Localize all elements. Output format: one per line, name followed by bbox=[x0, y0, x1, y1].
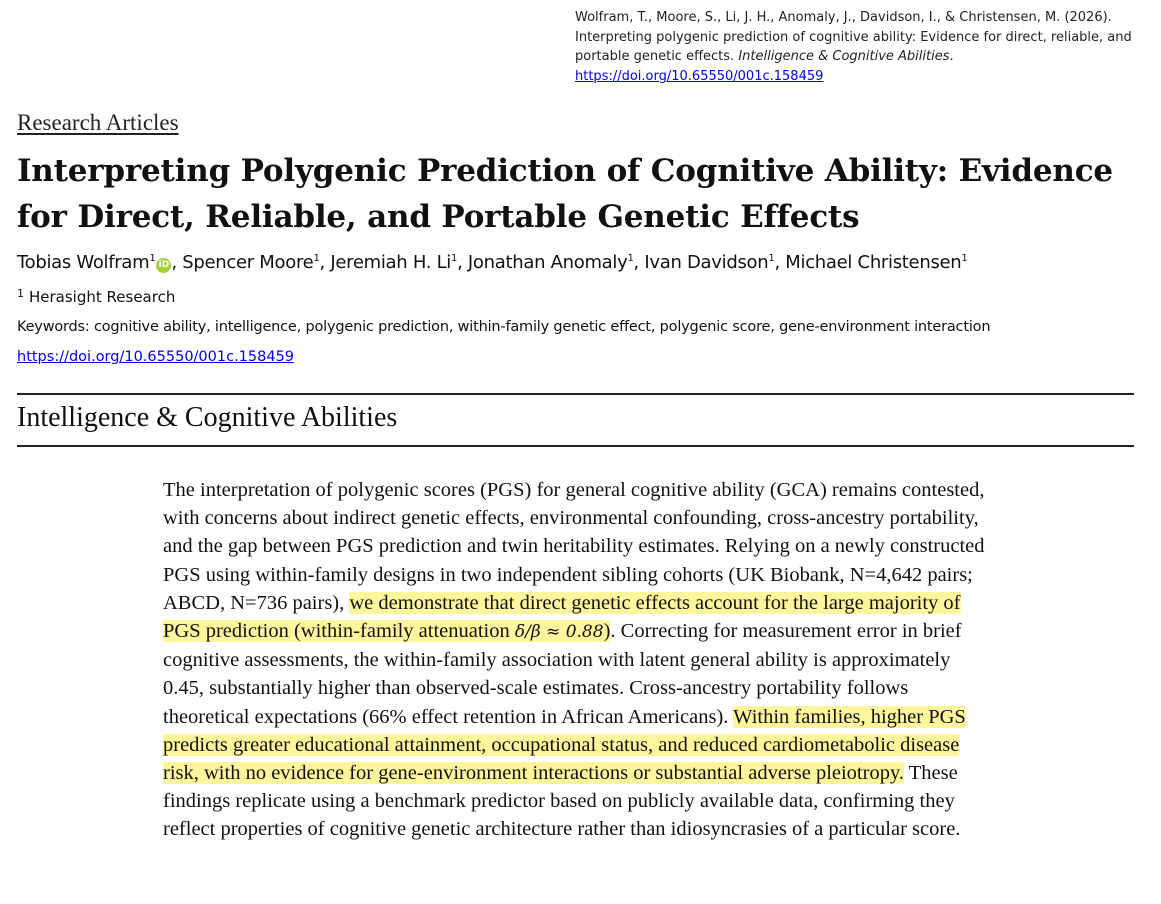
abstract-text: . Correcting for measurement error in br… bbox=[163, 620, 962, 728]
author-list: Tobias Wolfram1iD, Spencer Moore1, Jerem… bbox=[17, 252, 968, 273]
author-name[interactable]: Ivan Davidson bbox=[644, 252, 769, 273]
journal-banner: Intelligence & Cognitive Abilities bbox=[17, 402, 398, 433]
orcid-icon[interactable]: iD bbox=[156, 258, 172, 273]
affiliation-sup: 1 bbox=[17, 287, 24, 300]
citation-authors: Wolfram, T., Moore, S., Li, J. H., Anoma… bbox=[575, 10, 1112, 25]
author-name[interactable]: Michael Christensen bbox=[785, 252, 962, 273]
author-affil-sup: 1 bbox=[149, 253, 156, 264]
author-name[interactable]: Spencer Moore bbox=[182, 252, 314, 273]
author-affil-sup: 1 bbox=[627, 253, 634, 264]
citation-block: Wolfram, T., Moore, S., Li, J. H., Anoma… bbox=[575, 10, 1132, 84]
abstract-highlight-text: we demonstrate that direct genetic effec… bbox=[163, 591, 961, 643]
attenuation-formula: δ/β ≈ 0.88 bbox=[514, 622, 604, 643]
abstract-text: The interpretation of polygenic scores (… bbox=[163, 479, 985, 614]
citation-title: Interpreting polygenic prediction of cog… bbox=[575, 29, 1132, 65]
author-affil-sup: 1 bbox=[313, 253, 320, 264]
author-name[interactable]: Tobias Wolfram bbox=[17, 252, 150, 273]
author-name[interactable]: Jeremiah H. Li bbox=[330, 252, 452, 273]
affiliation: 1 Herasight Research bbox=[17, 287, 175, 306]
affiliation-name: Herasight Research bbox=[29, 288, 176, 306]
author-affil-sup: 1 bbox=[961, 253, 968, 264]
citation-doi-link[interactable]: https://doi.org/10.65550/001c.158459 bbox=[575, 68, 824, 84]
doi-link[interactable]: https://doi.org/10.65550/001c.158459 bbox=[17, 349, 295, 365]
section-tag[interactable]: Research Articles bbox=[17, 110, 179, 135]
abstract-highlight-end: ) bbox=[603, 620, 611, 643]
article-title: Interpreting Polygenic Prediction of Cog… bbox=[17, 153, 1113, 235]
abstract: The interpretation of polygenic scores (… bbox=[163, 476, 993, 844]
abstract-text: These findings replicate using a benchma… bbox=[163, 762, 961, 841]
divider-bottom bbox=[17, 445, 1134, 447]
author-affil-sup: 1 bbox=[768, 253, 775, 264]
author-name[interactable]: Jonathan Anomaly bbox=[467, 252, 628, 273]
keywords: Keywords: cognitive ability, intelligenc… bbox=[17, 319, 991, 335]
citation-journal: Intelligence & Cognitive Abilities bbox=[738, 49, 950, 64]
author-affil-sup: 1 bbox=[451, 253, 458, 264]
divider-top bbox=[17, 393, 1134, 395]
